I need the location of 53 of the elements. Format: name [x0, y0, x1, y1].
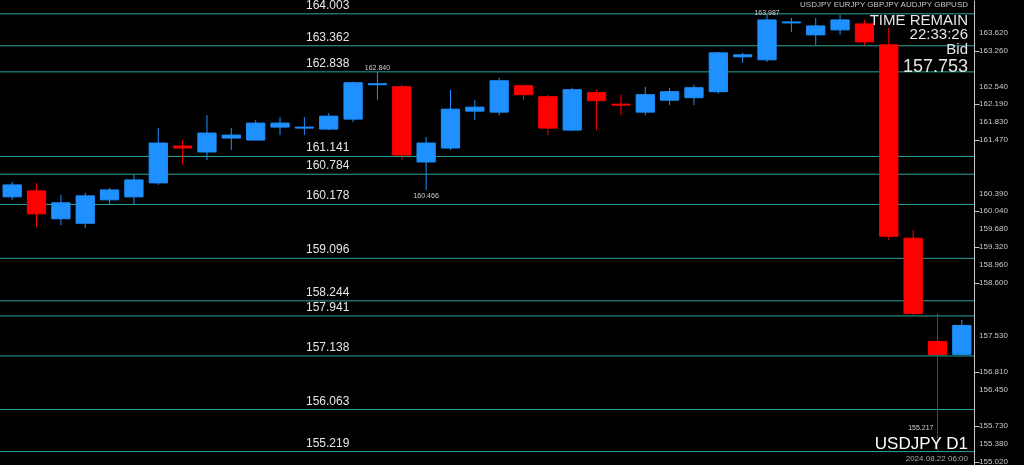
y-tick-label: 162.190: [979, 99, 1009, 109]
candlestick: [465, 99, 485, 121]
y-tick-label: 156.810: [979, 367, 1009, 377]
y-tick-label: 155.380: [979, 438, 1009, 448]
annotation: 157.753: [902, 56, 968, 76]
candlestick: [367, 71, 388, 101]
y-tick-label: 160.040: [979, 206, 1009, 216]
y-tick-label: 156.450: [979, 385, 1009, 395]
candlestick: [270, 116, 290, 136]
y-tick-label: 160.390: [979, 188, 1009, 198]
y-tick-label: 163.620: [979, 27, 1009, 37]
ref-line-label: 161.141: [306, 140, 350, 155]
y-tick-label: 159.320: [979, 242, 1009, 252]
candlestick: [416, 136, 436, 191]
annotation: USDJPY EURJPY GBPJPY AUDJPY GBPUSD: [800, 0, 969, 9]
ref-line-label: 156.063: [306, 393, 350, 408]
ref-line-label: 157.941: [306, 299, 350, 314]
ref-line-label: 157.138: [306, 339, 350, 354]
candlestick: [635, 86, 655, 116]
candlestick: [221, 127, 241, 151]
annotation: 2024.08.22 06:00: [905, 454, 969, 463]
ref-line-label: 162.838: [306, 55, 350, 70]
candlestick: [172, 139, 193, 166]
ref-line-label: 158.244: [306, 284, 350, 299]
ref-line-label: 160.178: [306, 188, 350, 203]
y-tick-label: 155.020: [979, 456, 1009, 465]
annotation: 22:33:26: [909, 25, 968, 42]
y-tick-label: 158.600: [979, 278, 1009, 288]
ref-line-label: 163.362: [306, 29, 350, 44]
candlestick: [611, 94, 631, 116]
candlestick: [586, 89, 607, 131]
y-tick-label: 155.730: [979, 421, 1009, 431]
y-tick-label: 161.470: [979, 135, 1009, 145]
ref-line-label: 155.219: [306, 435, 350, 450]
candlestick: [830, 14, 850, 36]
annotation: Bid: [946, 40, 968, 57]
y-tick-label: 161.830: [979, 117, 1009, 127]
y-tick-label: 162.540: [979, 81, 1009, 91]
ref-line-label: 159.096: [306, 242, 350, 257]
y-tick-label: 159.680: [979, 224, 1009, 234]
ref-line-label: 160.784: [306, 158, 350, 173]
y-tick-label: 157.530: [979, 331, 1009, 341]
annotation: TIME REMAIN: [869, 11, 968, 28]
y-tick-label: 158.960: [979, 260, 1009, 270]
ref-line-label: 164.003: [306, 0, 350, 12]
candlestick: [684, 84, 704, 106]
y-tick-label: 163.260: [979, 45, 1009, 55]
candlestick: [806, 17, 826, 46]
candlestick: [124, 174, 144, 206]
candlestick: [51, 194, 71, 226]
candlestick: [26, 182, 47, 228]
candlestick: [197, 114, 217, 161]
candlestick: [246, 119, 266, 141]
